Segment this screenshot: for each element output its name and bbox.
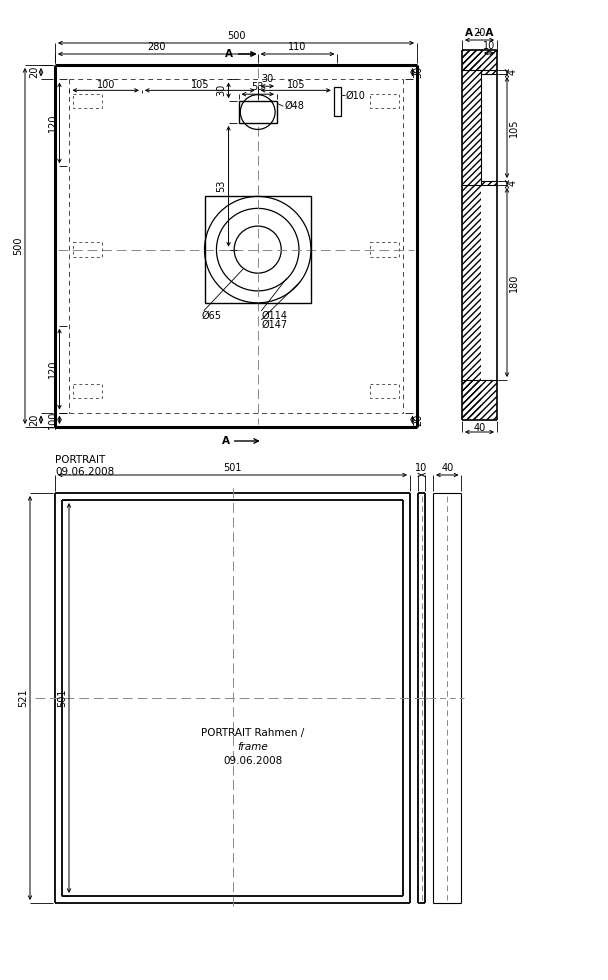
Text: frame: frame: [237, 742, 268, 752]
Text: Ø114: Ø114: [261, 311, 288, 320]
Bar: [73, 242, 102, 257]
Text: 280: 280: [147, 42, 165, 52]
Text: Ø65: Ø65: [202, 311, 221, 320]
Text: 180: 180: [509, 273, 519, 292]
Text: 105: 105: [190, 80, 209, 90]
Text: Ø147: Ø147: [261, 319, 288, 330]
Bar: [481, 70, 497, 74]
Text: Ø10: Ø10: [346, 90, 366, 100]
Text: 30: 30: [261, 74, 274, 84]
Text: 500: 500: [13, 237, 23, 255]
Text: 20: 20: [29, 66, 39, 78]
Bar: [238, 101, 277, 122]
Text: 120: 120: [47, 360, 58, 378]
Text: A – A: A – A: [465, 28, 494, 38]
Text: 09.06.2008: 09.06.2008: [55, 467, 114, 477]
Text: 10: 10: [415, 463, 427, 473]
Text: A: A: [225, 49, 233, 59]
Text: 53: 53: [216, 180, 227, 192]
Text: PORTRAIT: PORTRAIT: [55, 455, 105, 465]
Text: PORTRAIT Rahmen /: PORTRAIT Rahmen /: [201, 728, 304, 738]
Text: 10: 10: [483, 41, 495, 51]
Bar: [204, 196, 311, 303]
Bar: [462, 50, 481, 420]
Text: 20: 20: [413, 414, 424, 426]
Bar: [462, 380, 497, 420]
Bar: [370, 94, 399, 109]
Text: 521: 521: [18, 689, 28, 708]
Text: 53: 53: [252, 82, 264, 92]
Bar: [73, 383, 102, 398]
Text: 100: 100: [97, 80, 115, 90]
Text: 4: 4: [508, 180, 518, 186]
Text: 120: 120: [47, 114, 58, 132]
Bar: [462, 50, 497, 420]
Text: 09.06.2008: 09.06.2008: [223, 756, 282, 766]
Text: Ø48: Ø48: [285, 101, 304, 112]
Text: 501: 501: [223, 463, 242, 473]
Text: 500: 500: [227, 31, 245, 41]
Bar: [334, 86, 341, 116]
Text: 20: 20: [29, 414, 39, 426]
Text: 4: 4: [508, 69, 518, 75]
Text: 40: 40: [474, 423, 486, 433]
Text: 30: 30: [413, 66, 424, 78]
Text: 30: 30: [216, 84, 227, 96]
Bar: [462, 50, 497, 70]
Bar: [481, 181, 497, 185]
Text: 110: 110: [288, 42, 306, 52]
Text: 105: 105: [286, 80, 305, 90]
Text: 20: 20: [473, 28, 486, 38]
Bar: [370, 242, 399, 257]
Text: 105: 105: [509, 119, 519, 137]
Text: 501: 501: [57, 689, 67, 708]
Text: A: A: [222, 436, 230, 446]
Bar: [73, 94, 102, 109]
Text: 40: 40: [441, 463, 454, 473]
Text: 100: 100: [47, 411, 58, 429]
Bar: [370, 383, 399, 398]
